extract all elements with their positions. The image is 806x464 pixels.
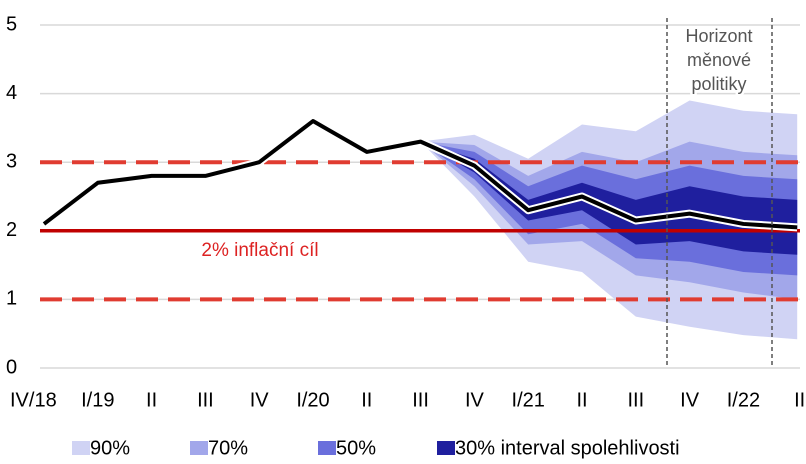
x-tick-label: III	[197, 389, 214, 411]
legend-label: 90%	[90, 437, 130, 459]
x-tick-label: II	[794, 389, 805, 411]
y-tick-label: 5	[6, 13, 17, 35]
y-tick-label: 2	[6, 219, 17, 241]
x-tick-label: IV/18	[10, 389, 57, 411]
inflation-line	[42, 119, 798, 230]
y-tick-label: 0	[6, 356, 17, 378]
x-tick-label: IV	[250, 389, 270, 411]
legend-label: 50%	[336, 437, 376, 459]
target-label: 2% inflační cíl	[201, 240, 318, 261]
legend-swatch	[318, 441, 336, 455]
legend-swatch	[72, 441, 90, 455]
horizon-label: Horizont	[685, 26, 752, 46]
y-tick-label: 3	[6, 150, 17, 172]
x-tick-label: IV	[465, 389, 485, 411]
legend-label: 30% interval spolehlivosti	[455, 437, 680, 459]
legend-swatch	[437, 441, 455, 455]
x-tick-label: II	[361, 389, 372, 411]
legend-swatch	[190, 441, 208, 455]
x-tick-label: I/19	[81, 389, 114, 411]
x-tick-label: I/21	[512, 389, 545, 411]
y-tick-label: 4	[6, 82, 17, 104]
x-tick-label: I/22	[727, 389, 760, 411]
x-tick-label: III	[627, 389, 644, 411]
y-tick-label: 1	[6, 288, 17, 310]
x-tick-label: II	[146, 389, 157, 411]
fan-band	[420, 141, 798, 255]
x-tick-label: II	[576, 389, 587, 411]
x-tick-label: I/20	[296, 389, 329, 411]
x-tick-label: III	[412, 389, 429, 411]
horizon-label: měnové	[687, 50, 751, 70]
legend-label: 70%	[208, 437, 248, 459]
horizon-label: politiky	[691, 74, 746, 94]
x-tick-label: IV	[680, 389, 700, 411]
